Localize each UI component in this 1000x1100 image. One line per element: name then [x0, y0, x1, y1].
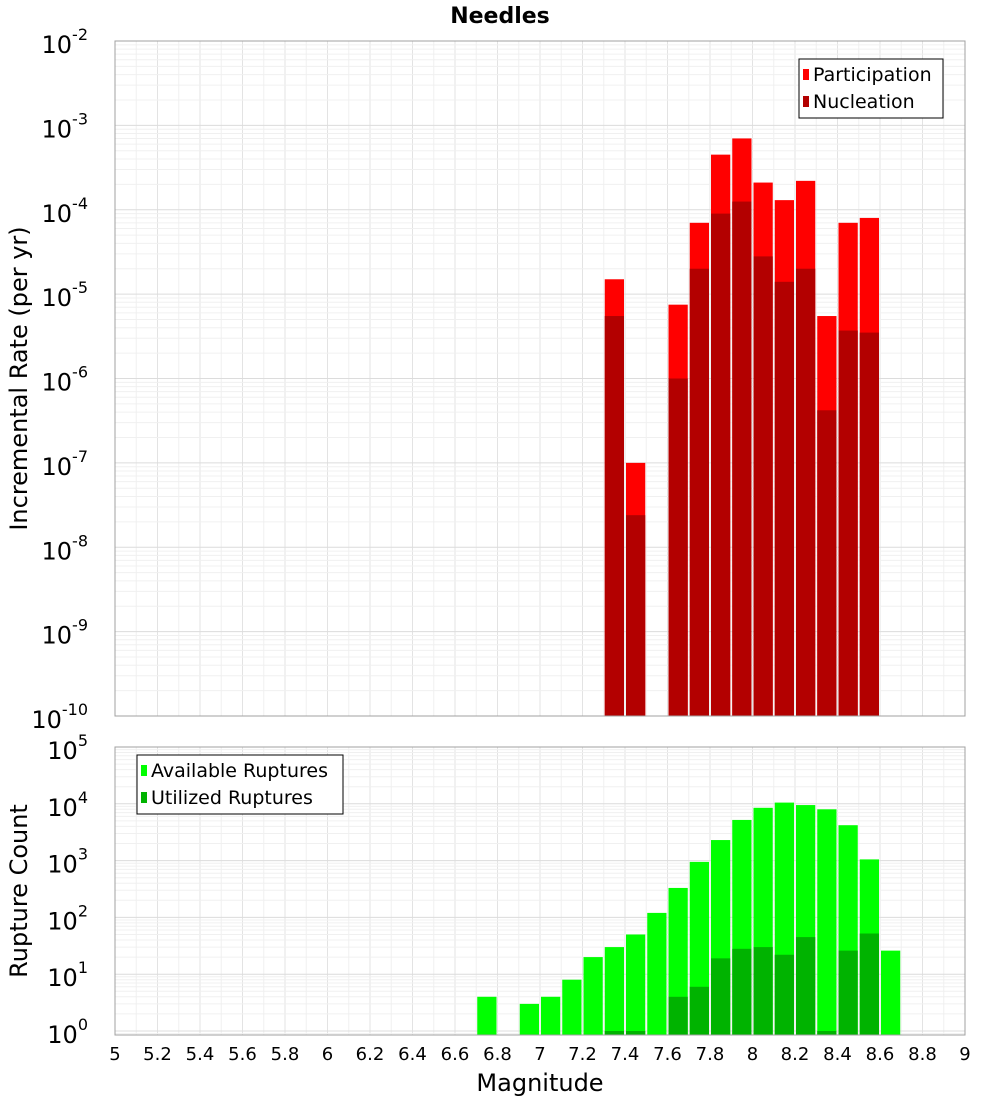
bar-nucleation: [838, 330, 858, 716]
legend-swatch: [141, 765, 147, 776]
bar-utilized-ruptures: [626, 1030, 646, 1035]
bar-nucleation: [859, 332, 879, 716]
bar-available-ruptures: [583, 957, 603, 1035]
y-tick-label: 10-6: [42, 363, 89, 397]
x-tick-label: 7.2: [568, 1044, 597, 1065]
x-tick-label: 7.4: [611, 1044, 640, 1065]
x-tick-label: 8.6: [866, 1044, 895, 1065]
legend-swatch: [803, 96, 809, 107]
plot-border: [114, 746, 966, 1036]
x-tick-label: 8.4: [823, 1044, 852, 1065]
bar-nucleation: [604, 316, 624, 716]
legend-box: [136, 754, 344, 815]
y-tick-label: 10-9: [42, 616, 89, 650]
legend-swatch: [803, 69, 809, 80]
x-tick-label: 8.8: [908, 1044, 937, 1065]
y-axis-title: Rupture Count: [5, 804, 33, 978]
chart-title: Needles: [450, 4, 550, 29]
bar-utilized-ruptures: [796, 937, 816, 1035]
x-tick-label: 6.6: [441, 1044, 470, 1065]
bar-available-ruptures: [519, 1003, 539, 1035]
bar-available-ruptures: [881, 950, 901, 1035]
x-tick-label: 5.4: [186, 1044, 215, 1065]
y-tick-label: 10-3: [42, 109, 89, 143]
y-tick-label: 101: [47, 958, 88, 992]
x-tick-label: 6.4: [398, 1044, 427, 1065]
x-tick-label: 8.2: [781, 1044, 810, 1065]
x-tick-label: 5.6: [228, 1044, 257, 1065]
rate-panel: 10-2 10-3 10-4 10-5 10-6 10-7 10-8 10-9 10-10 Inc…: [5, 25, 966, 734]
bar-nucleation: [732, 201, 752, 716]
bar-utilized-ruptures: [668, 996, 688, 1035]
x-tick-label: 6: [322, 1044, 333, 1065]
legend: Participation Nucleation: [798, 58, 944, 119]
bar-utilized-ruptures: [774, 954, 794, 1035]
x-tick-label: 7.6: [653, 1044, 682, 1065]
bar-nucleation: [774, 281, 794, 716]
bar-available-ruptures: [562, 979, 582, 1035]
bar-nucleation: [689, 268, 709, 716]
y-tick-label: 10-7: [42, 447, 89, 481]
bar-nucleation: [626, 515, 646, 716]
bar-utilized-ruptures: [859, 933, 879, 1035]
bar-nucleation: [817, 410, 837, 716]
x-tick-label: 7: [534, 1044, 545, 1065]
bar-available-ruptures: [626, 934, 646, 1035]
x-tick-label: 5.8: [271, 1044, 300, 1065]
y-tick-label: 105: [47, 731, 88, 765]
bar-available-ruptures: [541, 996, 561, 1035]
x-tick-label: 7.8: [696, 1044, 725, 1065]
bar-utilized-ruptures: [753, 947, 773, 1035]
y-tick-label: 10-2: [42, 25, 89, 59]
bar-available-ruptures: [647, 912, 667, 1035]
y-tick-label: 100: [47, 1015, 88, 1049]
bar-utilized-ruptures: [711, 958, 731, 1035]
y-tick-label: 103: [47, 845, 88, 879]
legend-box: [798, 58, 944, 119]
x-tick-label: 6.8: [483, 1044, 512, 1065]
bar-utilized-ruptures: [732, 948, 752, 1035]
y-tick-label: 10-10: [31, 700, 88, 734]
y-tick-label: 10-8: [42, 531, 89, 565]
x-tick-label: 5.2: [143, 1044, 172, 1065]
x-axis-title: Magnitude: [476, 1069, 603, 1097]
legend-label: Nucleation: [813, 91, 915, 113]
bar-nucleation: [668, 378, 688, 716]
bar-utilized-ruptures: [838, 950, 858, 1035]
x-tick-label: 8: [747, 1044, 758, 1065]
legend-label: Available Ruptures: [151, 760, 328, 782]
bar-utilized-ruptures: [604, 1030, 624, 1035]
count-panel: 105 104 103 102 101 100 Rupture Count Available…: [5, 731, 971, 1097]
bar-available-ruptures: [817, 809, 837, 1035]
bar-utilized-ruptures: [689, 986, 709, 1035]
x-tick-label: 9: [959, 1044, 970, 1065]
legend-swatch: [141, 792, 147, 803]
bar-available-ruptures: [477, 996, 497, 1035]
y-axis-title: Incremental Rate (per yr): [5, 226, 33, 530]
legend-label: Participation: [813, 64, 932, 86]
y-tick-label: 10-4: [42, 194, 89, 228]
bar-utilized-ruptures: [817, 1030, 837, 1035]
x-tick-label: 6.2: [356, 1044, 385, 1065]
plot-border: [114, 40, 966, 717]
y-tick-label: 102: [47, 901, 88, 935]
x-tick-label: 5: [109, 1044, 120, 1065]
legend-label: Utilized Ruptures: [151, 787, 313, 809]
legend: Available Ruptures Utilized Ruptures: [136, 754, 344, 815]
y-tick-label: 10-5: [42, 278, 89, 312]
bar-nucleation: [711, 213, 731, 717]
bar-nucleation: [796, 268, 816, 716]
y-tick-label: 104: [47, 788, 88, 822]
bar-nucleation: [753, 256, 773, 716]
bar-available-ruptures: [604, 947, 624, 1035]
